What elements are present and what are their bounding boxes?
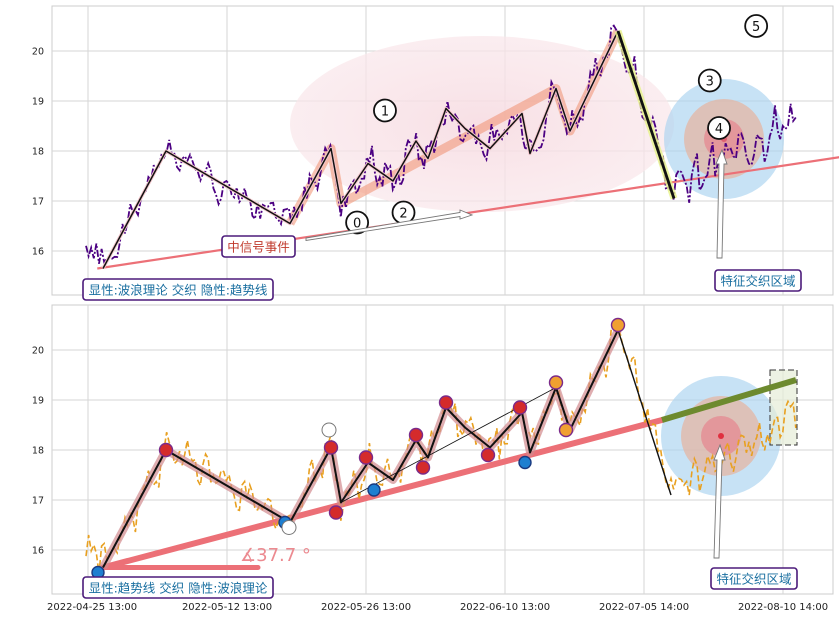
wave5-drop-line bbox=[616, 30, 676, 199]
top-y-tick-label: 17 bbox=[32, 197, 44, 208]
trend-extension-bold bbox=[661, 377, 797, 423]
event-marker bbox=[480, 447, 496, 463]
trend-angle-label: ∡37.7 ° bbox=[240, 545, 311, 566]
x-tick-label: 2022-07-05 14:00 bbox=[599, 602, 689, 613]
event-label-box bbox=[221, 235, 296, 258]
top-right-label: 特征交织区域 bbox=[720, 274, 795, 289]
wave-marker bbox=[744, 14, 769, 38]
event-marker bbox=[438, 395, 454, 410]
x-tick-label: 2022-05-26 13:00 bbox=[321, 602, 411, 613]
wave-label-2: 2 bbox=[399, 207, 407, 222]
event-marker bbox=[512, 400, 528, 415]
zigzag-line bbox=[102, 329, 619, 568]
hollow-marker bbox=[321, 422, 337, 438]
wave5-drop-line bbox=[617, 329, 672, 496]
bottom-right-label-box bbox=[710, 567, 798, 590]
top-y-tick-label: 16 bbox=[32, 247, 44, 258]
bottom-y-tick-label: 19 bbox=[32, 396, 44, 407]
wave-marker bbox=[707, 116, 731, 140]
event-marker bbox=[158, 442, 174, 458]
wave-point-marker bbox=[367, 483, 381, 497]
trend-line-bold bbox=[100, 417, 665, 571]
top-y-tick-label: 19 bbox=[32, 97, 44, 108]
zone-arrow-bottom bbox=[713, 443, 726, 559]
x-tick-label: 2022-06-10 13:00 bbox=[460, 602, 550, 613]
wave-label-5: 5 bbox=[752, 20, 760, 35]
wave-label-4: 4 bbox=[715, 122, 723, 137]
wave-label-0: 0 bbox=[353, 217, 361, 232]
bottom-left-label-box bbox=[82, 576, 274, 599]
wave-label-1: 1 bbox=[381, 105, 389, 120]
event-marker bbox=[558, 422, 574, 438]
event-arrow bbox=[305, 209, 474, 242]
event-marker bbox=[548, 375, 564, 390]
event-marker bbox=[328, 505, 344, 520]
bottom-right-label: 特征交织区域 bbox=[716, 572, 791, 587]
wave-marker bbox=[345, 210, 370, 235]
event-marker bbox=[610, 317, 626, 333]
top-left-label: 显性:波浪理论 交织 隐性:趋势线 bbox=[89, 283, 268, 298]
bottom-y-tick-label: 18 bbox=[32, 446, 44, 457]
wave-point-marker bbox=[518, 455, 532, 470]
bottom-y-tick-label: 20 bbox=[32, 346, 44, 357]
wave-marker bbox=[373, 98, 397, 123]
event-label: 中信号事件 bbox=[227, 240, 290, 255]
hollow-marker bbox=[281, 520, 297, 535]
bottom-y-tick-label: 16 bbox=[32, 546, 44, 557]
feature-zone-center bbox=[718, 433, 724, 439]
event-marker bbox=[415, 460, 431, 475]
top-right-label-box bbox=[714, 269, 802, 292]
event-marker bbox=[408, 427, 424, 443]
wave-marker bbox=[697, 68, 722, 93]
x-tick-label: 2022-04-25 13:00 bbox=[47, 602, 137, 613]
zigzag-line bbox=[102, 30, 619, 269]
bottom-left-label: 显性:趋势线 交织 隐性:波浪理论 bbox=[89, 581, 268, 596]
bottom-y-tick-label: 17 bbox=[32, 496, 44, 507]
wave-label-3: 3 bbox=[706, 75, 714, 90]
x-tick-label: 2022-05-12 13:00 bbox=[182, 602, 272, 613]
event-marker bbox=[323, 440, 339, 455]
zone-arrow-top bbox=[715, 148, 728, 259]
top-y-tick-label: 18 bbox=[32, 147, 44, 158]
x-tick-label: 2022-08-10 14:00 bbox=[738, 602, 828, 613]
event-marker bbox=[358, 450, 374, 465]
top-left-label-box bbox=[82, 278, 274, 301]
top-y-tick-label: 20 bbox=[32, 47, 44, 58]
